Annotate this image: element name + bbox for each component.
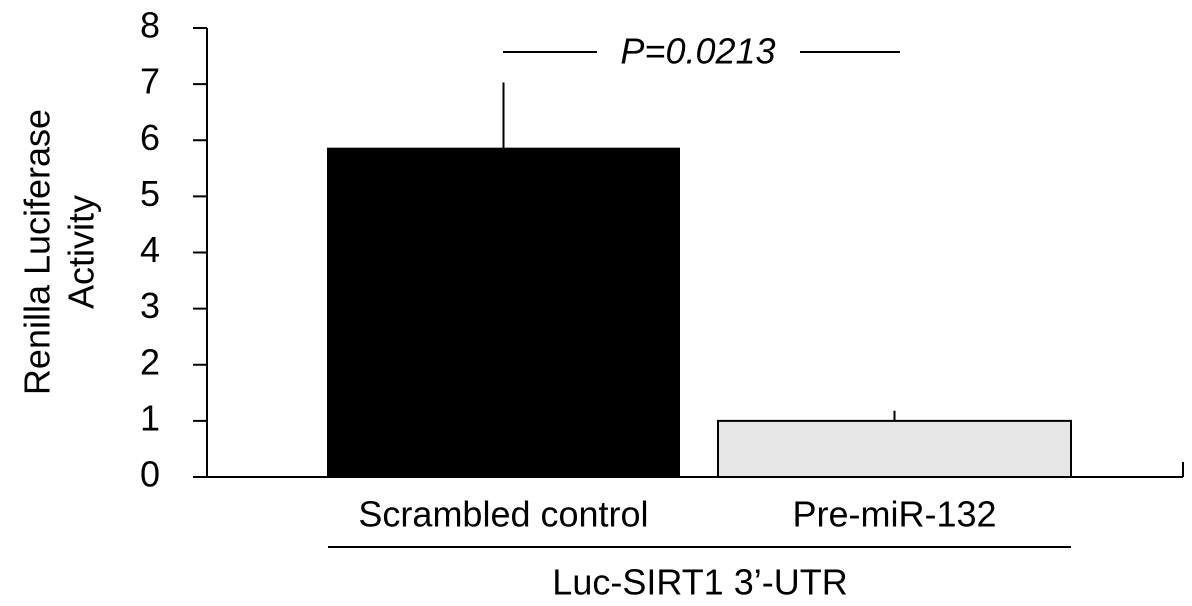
y-axis-label: Activity	[61, 195, 102, 309]
y-tick-label: 1	[140, 397, 160, 438]
y-tick-label: 4	[140, 229, 160, 270]
y-tick-label: 8	[140, 5, 160, 46]
y-tick-label: 7	[140, 61, 160, 102]
y-axis-label: Renilla Luciferase	[17, 109, 58, 395]
x-tick-label: Pre-miR-132	[792, 494, 996, 535]
group-label: Luc-SIRT1 3’-UTR	[552, 562, 847, 603]
bar	[717, 419, 1072, 478]
y-tick-label: 2	[140, 341, 160, 382]
bar	[327, 147, 680, 478]
y-tick-label: 6	[140, 117, 160, 158]
p-value: P=0.0213	[620, 31, 775, 72]
y-tick-label: 0	[140, 454, 160, 495]
y-tick-label: 3	[140, 285, 160, 326]
x-tick-label: Scrambled control	[358, 494, 648, 535]
y-tick-label: 5	[140, 173, 160, 214]
